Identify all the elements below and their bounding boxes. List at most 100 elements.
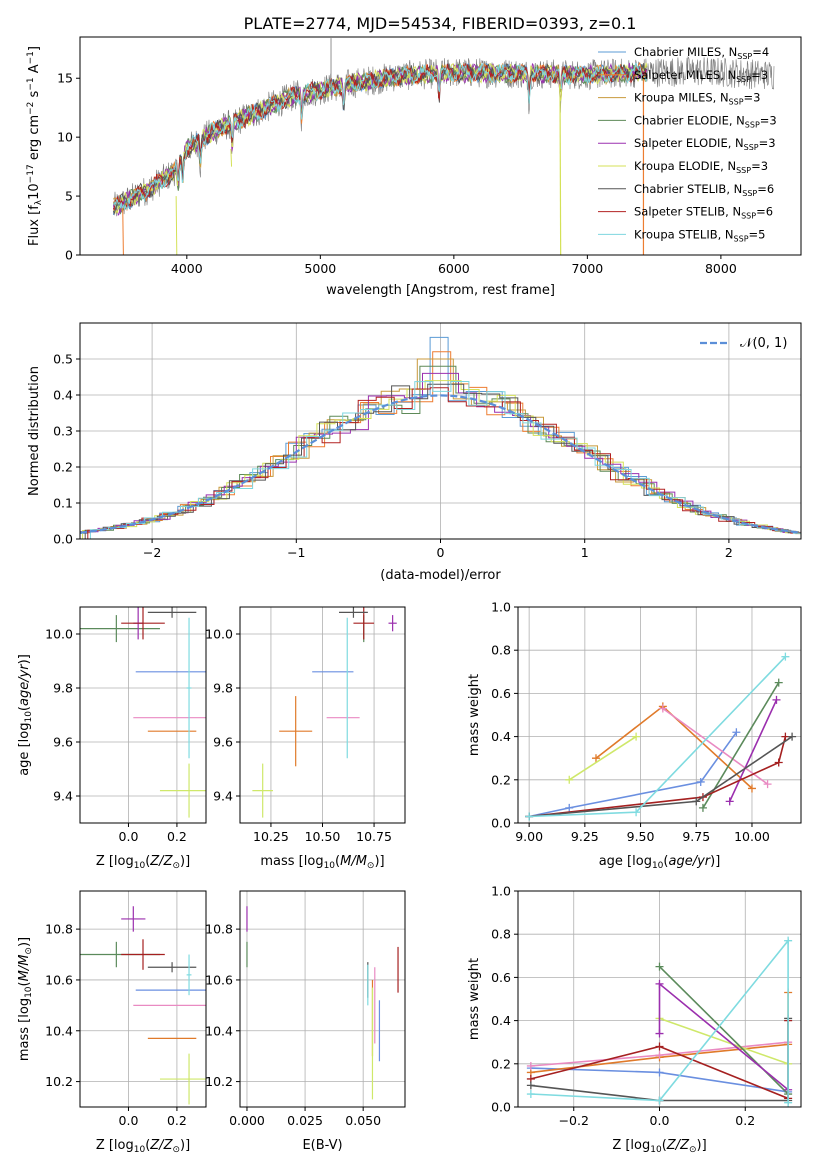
weight-line-pink (662, 707, 769, 785)
y-tick-label: 0.6 (491, 970, 511, 985)
y-axis-label: age [log10(age/yr)] (17, 654, 34, 776)
x-tick-label: 0.2 (167, 1113, 187, 1128)
y-tick-label: 0.6 (491, 686, 511, 701)
weight-marker (526, 1090, 535, 1099)
y-tick-label: 9.6 (53, 735, 73, 750)
weight-marker (655, 1051, 664, 1060)
axes-frame (79, 606, 207, 824)
weight-marker (632, 732, 641, 741)
x-axis-label: Z [log10(Z/Z⊙)] (96, 1138, 190, 1155)
axes-frame (79, 36, 802, 256)
spectrum-model-salp_stelib (112, 63, 648, 211)
weight-marker (772, 695, 781, 704)
y-tick-label: 9.4 (53, 789, 73, 804)
y-tick-label: 0 (65, 248, 73, 263)
weight-marker (655, 1042, 664, 1051)
x-axis-label: (data-model)/error (380, 568, 501, 583)
weight-marker (655, 979, 664, 988)
x-tick-label: 0.2 (167, 829, 187, 844)
weight-marker (784, 936, 793, 945)
panel-mass-vs-Z: 0.0 0.2 10.2 10.4 10.6 10.8 Z [log10(Z/Z⊙)] mas… (17, 890, 207, 1155)
weight-marker (565, 803, 574, 812)
y-tick-label: 0.0 (491, 816, 511, 831)
x-tick-label: 6000 (438, 261, 470, 276)
y-axis-label: mass [log10(M/M⊙)] (17, 937, 34, 1061)
y-tick-label: 9.8 (53, 681, 73, 696)
y-axis-label: Flux [fλ10−17 erg cm−2 s−1 A−1] (26, 46, 44, 246)
x-axis-label: E(B-V) (302, 1138, 342, 1153)
weight-line-red (529, 736, 787, 818)
weight-line-lime (659, 1017, 789, 1065)
x-tick-label: 10.00 (734, 829, 770, 844)
weight-marker (525, 812, 534, 821)
weight-marker (698, 803, 707, 812)
weight-marker (565, 775, 574, 784)
weight-marker (658, 704, 667, 713)
weight-marker (696, 777, 705, 786)
y-tick-label: 0.8 (491, 643, 511, 658)
weight-marker (784, 1098, 793, 1107)
x-tick-label: 0.025 (287, 1113, 323, 1128)
weight-line-lime (568, 735, 637, 781)
histogram-salp_stelib (87, 387, 801, 539)
x-tick-label: −0.2 (559, 1113, 589, 1128)
x-tick-label: 0 (437, 545, 445, 560)
y-axis-label: mass weight (467, 674, 482, 756)
weight-line-dark (529, 735, 793, 818)
panel-mass-vs-EBV: 0.000 0.025 0.050 10.2 10.4 10.6 10.8 E(B-V) (205, 890, 406, 1153)
x-axis-label: age [log10(age/yr)] (599, 854, 721, 871)
weight-marker (655, 1029, 664, 1038)
y-tick-label: 0.0 (491, 1100, 511, 1115)
y-tick-label: 1.0 (491, 600, 511, 615)
x-tick-label: 9.00 (515, 829, 543, 844)
panel-mass-weight-vs-Z: −0.2 0.0 0.2 0.0 0.2 0.4 0.6 0.8 1.0 Z [log10(Z/Z… (467, 884, 802, 1155)
panel-spectrum: 4000 5000 6000 7000 8000 0 5 10 15 wavelength [An… (26, 36, 802, 298)
y-tick-label: 5 (65, 189, 73, 204)
y-tick-label: 0.2 (491, 1056, 511, 1071)
y-axis-label: mass weight (467, 958, 482, 1040)
histogram-krou_elodie (82, 380, 801, 539)
y-tick-label: 0.2 (53, 460, 73, 475)
y-tick-label: 10.2 (205, 1074, 233, 1089)
y-tick-label: 9.6 (213, 735, 233, 750)
panel-age-vs-Z: 0.0 0.2 9.4 9.6 9.8 10.0 Z [log10(Z/Z⊙)] age [l… (17, 606, 207, 871)
y-tick-label: 0.4 (491, 729, 511, 744)
y-tick-label: 0.4 (53, 388, 73, 403)
y-tick-label: 10.4 (205, 1023, 233, 1038)
y-tick-label: 0.3 (53, 424, 73, 439)
x-tick-label: 10.75 (356, 829, 392, 844)
y-tick-label: 10.2 (45, 1074, 73, 1089)
x-tick-label: 9.75 (682, 829, 710, 844)
legend-entry: Kroupa ELODIE, NSSP=3 (634, 159, 768, 175)
x-tick-label: 0.0 (119, 829, 139, 844)
y-tick-label: 0.2 (491, 772, 511, 787)
x-tick-label: 2 (725, 545, 733, 560)
spectrum-spike (230, 148, 233, 167)
weight-line-purple (658, 982, 789, 1091)
weight-marker (732, 728, 741, 737)
y-tick-label: 10.4 (45, 1023, 73, 1038)
weight-marker (781, 732, 790, 741)
weight-marker (788, 732, 797, 741)
weight-marker (655, 962, 664, 971)
y-tick-label: 10.8 (205, 922, 233, 937)
y-tick-label: 1.0 (491, 884, 511, 899)
x-tick-label: 10.25 (253, 829, 289, 844)
y-tick-label: 10.8 (45, 922, 73, 937)
legend-entry: Kroupa STELIB, NSSP=5 (634, 227, 765, 243)
x-axis-label: wavelength [Angstrom, rest frame] (326, 283, 555, 298)
weight-marker (774, 678, 783, 687)
x-tick-label: 5000 (304, 261, 336, 276)
x-axis-label: Z [log10(Z/Z⊙)] (96, 854, 190, 871)
legend-entry: Chabrier STELIB, NSSP=6 (634, 182, 774, 198)
y-tick-label: 9.8 (213, 681, 233, 696)
legend-entry: Chabrier ELODIE, NSSP=3 (634, 113, 777, 129)
y-tick-label: 15 (57, 71, 73, 86)
x-tick-label: 8000 (705, 261, 737, 276)
weight-line-cyan (530, 938, 789, 1103)
x-tick-label: 4000 (171, 261, 203, 276)
weight-marker (763, 780, 772, 789)
axes-frame (239, 890, 406, 1108)
x-tick-label: −2 (143, 545, 161, 560)
